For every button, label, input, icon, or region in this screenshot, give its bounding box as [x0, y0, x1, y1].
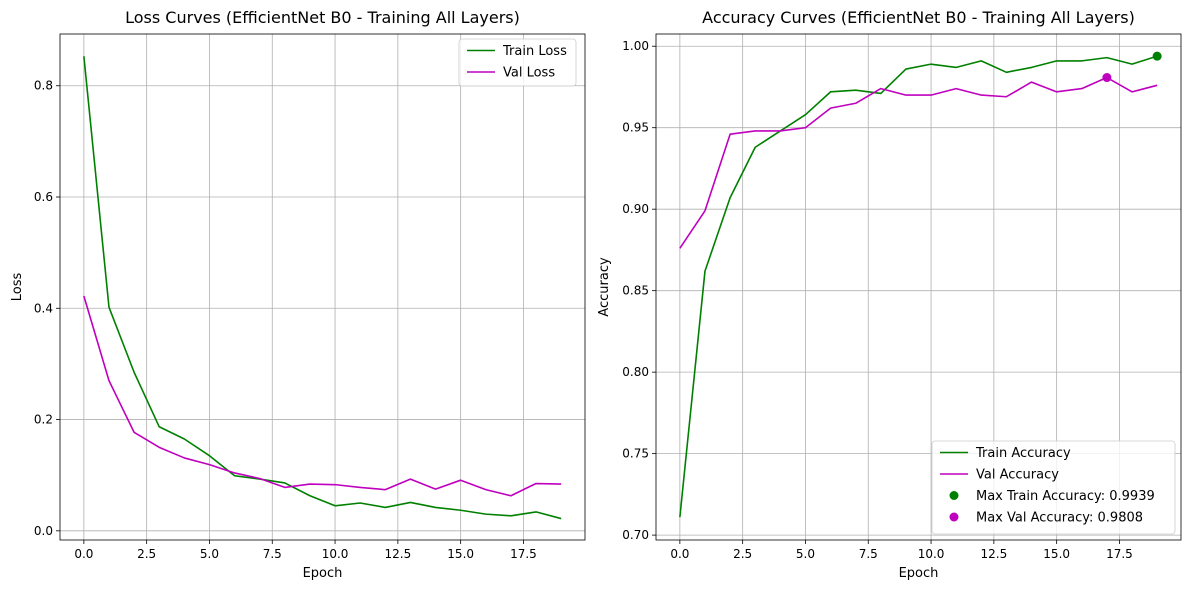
accuracy-y-tick-label: 0.80 — [622, 365, 649, 379]
accuracy-x-tick-label: 17.5 — [1106, 547, 1133, 561]
accuracy-x-tick-label: 2.5 — [733, 547, 752, 561]
accuracy-chart: Accuracy Curves (EfficientNet B0 - Train… — [597, 8, 1182, 581]
legend-label-val-loss: Val Loss — [503, 66, 555, 81]
accuracy-y-tick-label: 0.75 — [622, 447, 649, 461]
accuracy-x-tick-label: 12.5 — [980, 547, 1007, 561]
loss-chart-title: Loss Curves (EfficientNet B0 - Training … — [125, 8, 520, 27]
marker-max-train-accuracy — [1152, 51, 1162, 61]
legend-label-max-train-accuracy: Max Train Accuracy: 0.9939 — [976, 489, 1155, 504]
loss-chart: Loss Curves (EfficientNet B0 - Training … — [10, 8, 586, 581]
accuracy-y-tick-label: 0.85 — [622, 284, 649, 298]
series-line-val-loss — [83, 295, 562, 497]
accuracy-x-tick-label: 7.5 — [859, 547, 878, 561]
accuracy-x-axis-label: Epoch — [899, 566, 939, 581]
loss-y-tick-label: 0.2 — [34, 413, 53, 427]
loss-y-axis-label: Loss — [10, 273, 25, 302]
legend-label-val-accuracy: Val Accuracy — [976, 468, 1059, 483]
series-line-train-accuracy — [679, 55, 1158, 518]
accuracy-x-tick-label: 15.0 — [1043, 547, 1070, 561]
legend-label-train-loss: Train Loss — [502, 44, 567, 59]
marker-max-val-accuracy — [1102, 73, 1112, 83]
legend-marker-max-val — [949, 512, 959, 522]
loss-x-tick-label: 2.5 — [137, 547, 156, 561]
accuracy-x-tick-label: 10.0 — [918, 547, 945, 561]
loss-x-tick-label: 7.5 — [263, 547, 282, 561]
accuracy-y-tick-label: 1.00 — [622, 39, 649, 53]
accuracy-y-axis-label: Accuracy — [597, 257, 612, 317]
loss-x-axis-label: Epoch — [303, 566, 343, 581]
accuracy-legend: Train Accuracy Val Accuracy Max Train Ac… — [931, 440, 1176, 535]
accuracy-axes-frame — [655, 33, 1182, 541]
accuracy-chart-title: Accuracy Curves (EfficientNet B0 - Train… — [702, 8, 1135, 27]
series-line-val-accuracy — [679, 76, 1158, 249]
accuracy-y-tick-label: 0.95 — [622, 121, 649, 135]
loss-x-tick-label: 10.0 — [322, 547, 349, 561]
legend-marker-max-train — [949, 491, 959, 500]
accuracy-y-tick-label: 0.70 — [622, 528, 649, 542]
legend-label-max-val-accuracy: Max Val Accuracy: 0.9808 — [976, 511, 1143, 526]
loss-x-tick-label: 12.5 — [384, 547, 411, 561]
loss-y-tick-label: 0.8 — [34, 79, 53, 93]
loss-y-tick-label: 0.4 — [34, 301, 53, 315]
loss-x-tick-label: 0.0 — [74, 547, 93, 561]
loss-x-tick-label: 17.5 — [510, 547, 537, 561]
accuracy-x-tick-label: 0.0 — [670, 547, 689, 561]
loss-y-tick-label: 0.0 — [34, 524, 53, 538]
accuracy-x-tick-label: 5.0 — [796, 547, 815, 561]
legend-label-train-accuracy: Train Accuracy — [975, 446, 1071, 461]
loss-x-tick-label: 15.0 — [447, 547, 474, 561]
accuracy-legend-box — [931, 440, 1176, 535]
loss-x-tick-label: 5.0 — [200, 547, 219, 561]
loss-y-tick-label: 0.6 — [34, 190, 53, 204]
series-line-train-loss — [83, 56, 562, 520]
accuracy-y-tick-label: 0.90 — [622, 202, 649, 216]
loss-legend: Train Loss Val Loss — [458, 38, 577, 87]
loss-axes-frame — [59, 33, 586, 541]
